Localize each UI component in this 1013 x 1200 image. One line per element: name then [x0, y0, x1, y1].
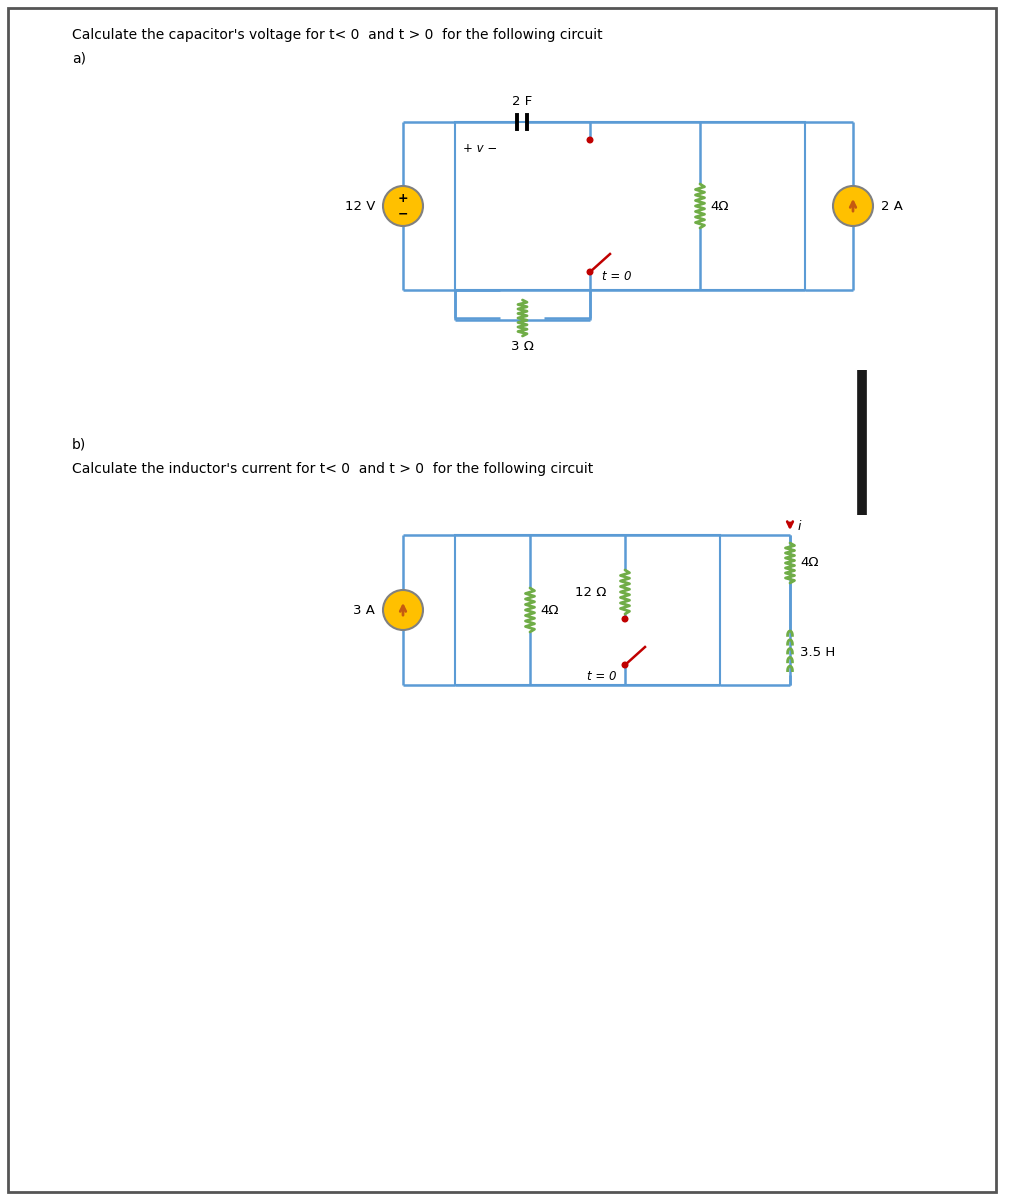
Circle shape — [588, 269, 593, 275]
Text: 4Ω: 4Ω — [800, 557, 819, 570]
Text: 2 A: 2 A — [881, 199, 903, 212]
Text: −: − — [398, 208, 408, 221]
Text: 4Ω: 4Ω — [710, 199, 728, 212]
Text: i: i — [798, 520, 801, 533]
Text: Calculate the inductor's current for t< 0  and t > 0  for the following circuit: Calculate the inductor's current for t< … — [72, 462, 594, 476]
Text: 3 A: 3 A — [354, 604, 375, 617]
Text: 4Ω: 4Ω — [540, 604, 558, 617]
Bar — [455, 122, 805, 290]
Circle shape — [622, 662, 628, 667]
Text: 12 Ω: 12 Ω — [575, 586, 607, 599]
Text: b): b) — [72, 438, 86, 452]
Text: Calculate the capacitor's voltage for t< 0  and t > 0  for the following circuit: Calculate the capacitor's voltage for t<… — [72, 28, 603, 42]
Circle shape — [383, 590, 423, 630]
Text: 12 V: 12 V — [344, 199, 375, 212]
Circle shape — [383, 186, 423, 226]
Text: 3 Ω: 3 Ω — [512, 340, 534, 353]
Circle shape — [622, 617, 628, 622]
Text: +: + — [398, 192, 408, 204]
Text: t = 0: t = 0 — [602, 270, 631, 283]
Text: 3.5 H: 3.5 H — [800, 647, 836, 660]
Circle shape — [588, 137, 593, 143]
Circle shape — [833, 186, 873, 226]
Text: 2 F: 2 F — [513, 95, 533, 108]
Text: + v −: + v − — [463, 142, 497, 155]
Text: t = 0: t = 0 — [588, 670, 617, 683]
Bar — [455, 535, 720, 685]
Text: a): a) — [72, 52, 86, 66]
